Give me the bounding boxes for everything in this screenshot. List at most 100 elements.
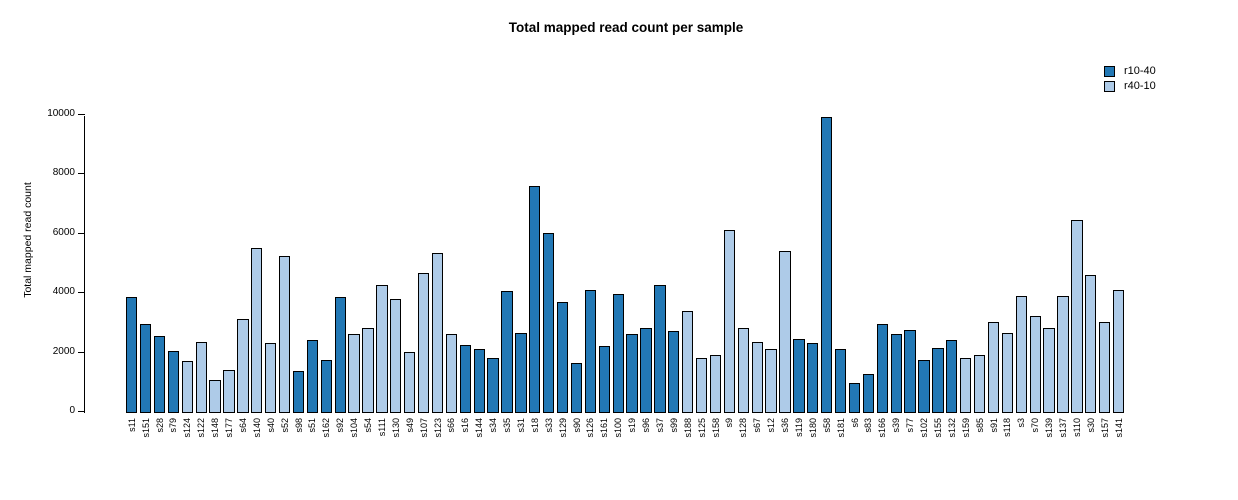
x-tick-label-s162: s162 [321,418,332,438]
x-tick-label-s58: s58 [821,418,832,433]
bar-s11 [126,297,138,413]
x-tick-label-s181: s181 [835,418,846,438]
bar-s129 [556,302,569,413]
y-tick-mark [78,292,85,294]
x-tick-label-s118: s118 [1002,418,1013,437]
x-tick-label-s188: s188 [682,418,693,438]
bar-s28 [153,336,166,413]
bar-s79 [167,351,180,413]
x-tick-label-s39: s39 [891,418,902,433]
x-tick-label-s64: s64 [237,418,248,433]
bar-s162 [320,360,332,413]
bar-s36 [779,251,791,413]
bar-s151 [139,324,152,413]
bar-s39 [890,334,902,413]
x-tick-label-s144: s144 [474,418,485,438]
bar-s158 [709,355,722,413]
x-tick-label-s110: s110 [1071,418,1082,437]
x-tick-label-s124: s124 [182,418,193,438]
x-tick-label-s140: s140 [251,418,262,438]
bar-s66 [445,334,458,413]
x-tick-label-s35: s35 [502,418,512,433]
bar-s139 [1043,328,1055,413]
bar-s124 [181,361,193,413]
bar-s37 [654,285,666,413]
x-tick-label-s104: s104 [349,418,360,438]
x-tick-label-s52: s52 [279,418,290,433]
x-tick-label-s30: s30 [1085,418,1096,433]
bar-s144 [473,349,485,413]
bar-s54 [362,328,374,413]
bar-s107 [417,273,430,413]
bar-s159 [960,358,972,413]
bar-s67 [751,342,763,413]
bar-s33 [543,233,555,413]
x-tick-label-s96: s96 [641,418,651,433]
x-tick-label-s51: s51 [307,418,318,433]
x-tick-label-s49: s49 [404,418,415,433]
x-tick-label-s158: s158 [710,418,721,438]
x-tick-label-s70: s70 [1030,418,1041,433]
x-tick-label-s79: s79 [168,418,179,433]
bar-s110 [1071,220,1083,413]
x-tick-label-s36: s36 [780,418,790,433]
y-tick-mark [78,173,85,175]
x-tick-label-s102: s102 [919,418,929,438]
bar-s91 [987,322,1000,413]
bar-s118 [1001,333,1014,413]
bar-s137 [1057,296,1069,413]
bar-s51 [306,340,319,413]
x-tick-label-s166: s166 [877,418,888,438]
bar-s177 [223,370,235,413]
x-tick-label-s9: s9 [724,418,735,428]
legend-swatch-light-icon [1104,81,1115,92]
legend-label: r40-10 [1124,80,1156,92]
x-tick-label-s177: s177 [224,418,234,438]
x-tick-label-s161: s161 [599,418,610,438]
legend-swatch-dark-icon [1104,66,1115,77]
bar-s92 [334,297,346,413]
x-tick-label-s148: s148 [210,418,221,438]
x-tick-label-s159: s159 [960,418,971,438]
x-tick-label-s122: s122 [196,418,207,438]
x-tick-label-s99: s99 [668,418,679,433]
x-tick-label-s19: s19 [627,418,638,433]
y-tick-mark [78,411,85,412]
x-tick-label-s77: s77 [905,418,916,433]
x-tick-label-s111: s111 [376,418,387,437]
x-tick-label-s132: s132 [946,418,957,438]
legend-label: r10-40 [1124,65,1156,77]
bar-s166 [876,324,888,413]
bar-s141 [1112,290,1125,413]
bar-s85 [973,355,986,413]
bar-s180 [807,343,819,413]
x-tick-label-s129: s129 [557,418,568,438]
bar-s30 [1085,275,1097,413]
y-tick-mark [78,351,85,353]
bar-s140 [251,248,263,413]
x-tick-label-s54: s54 [363,418,373,433]
x-tick-label-s67: s67 [752,418,763,433]
y-tick-mark [78,114,85,115]
x-tick-label-s180: s180 [807,418,818,438]
bar-s52 [278,256,291,413]
bar-s34 [487,358,499,413]
x-tick-label-s91: s91 [988,418,999,433]
y-tick-label: 0 [69,405,75,416]
bar-s181 [834,349,847,413]
bar-s161 [598,346,610,413]
bar-s64 [237,319,249,413]
x-tick-label-s92: s92 [335,418,346,433]
bar-s130 [390,299,402,413]
x-tick-label-s31: s31 [515,418,526,433]
bar-s19 [626,334,638,413]
bar-s58 [821,117,833,413]
x-tick-label-s128: s128 [738,418,749,438]
bar-s155 [932,348,944,413]
bar-s148 [209,380,221,413]
x-tick-label-s107: s107 [418,418,429,438]
x-tick-label-s28: s28 [154,418,165,433]
x-tick-label-s83: s83 [863,418,874,433]
bar-s40 [265,343,277,413]
bar-s123 [431,253,444,413]
